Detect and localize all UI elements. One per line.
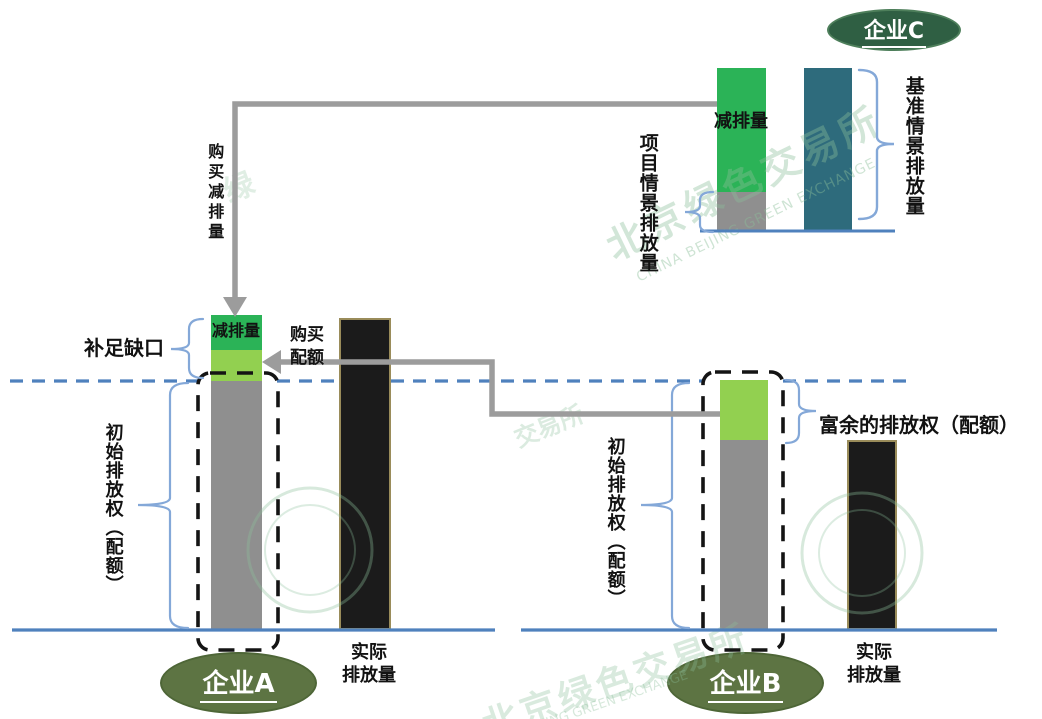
- bar-c-baseline-scenario: [804, 68, 852, 231]
- watermark-text-cn-char: 绿: [219, 166, 261, 210]
- brace-gap-a: [170, 317, 205, 380]
- label-b-actual-emissions: 实际 排放量: [847, 642, 901, 686]
- bar-c-reduction-segment: [717, 68, 766, 192]
- brace-initial-allowance-b: [640, 381, 691, 630]
- ellipse-enterprise-b: 企业B: [667, 652, 824, 714]
- label-b-initial-allowance: 初始排放权（配额）: [604, 437, 626, 608]
- watermark-text-en: CHINA BEIJING GREEN EXCHANGE: [478, 668, 690, 719]
- bar-c-project-gray-segment: [717, 192, 766, 231]
- label-buy-allowance: 购买 配额: [290, 325, 324, 368]
- label-a-initial-allowance: 初始排放权（配额）: [102, 423, 124, 594]
- label-a-gap: 补足缺口: [84, 336, 164, 360]
- arrow-left-icon: [262, 350, 281, 374]
- enterprise-b-label: 企业B: [707, 663, 784, 703]
- enterprise-c-label: 企业C: [861, 13, 927, 48]
- bar-b-allowance: [720, 380, 768, 630]
- label-buy-reduction: 购买减排量: [205, 143, 225, 243]
- bar-a-reduction-segment: [211, 315, 262, 350]
- arrow-down-icon: [223, 297, 247, 317]
- watermark-text-cn-short: 交易所: [510, 400, 587, 453]
- bar-a-actual-emissions: [339, 318, 391, 630]
- brace-project-scenario-c: [684, 190, 715, 234]
- bar-b-actual-emissions: [847, 440, 897, 630]
- bar-b-surplus-segment: [720, 380, 768, 440]
- label-c-reduction: 减排量: [714, 111, 768, 132]
- ellipse-enterprise-c: 企业C: [827, 9, 961, 51]
- enterprise-a-label: 企业A: [200, 663, 277, 703]
- label-c-baseline-scenario: 基准情景排放量: [902, 76, 925, 216]
- brace-initial-allowance-a: [137, 381, 190, 630]
- bar-a-allowance: [211, 315, 262, 630]
- label-b-surplus-allowance: 富余的排放权（配额）: [819, 413, 1019, 437]
- bar-c-project-scenario: [717, 68, 766, 231]
- bar-a-bought-allowance-segment: [211, 350, 262, 381]
- brace-baseline-scenario-c: [857, 68, 895, 221]
- brace-surplus-allowance-b: [784, 378, 817, 445]
- ellipse-enterprise-a: 企业A: [160, 652, 317, 714]
- bar-a-initial-allowance-segment: [211, 381, 262, 630]
- bar-b-initial-allowance-segment: [720, 440, 768, 630]
- label-c-project-scenario: 项目情景排放量: [636, 133, 659, 273]
- label-a-actual-emissions: 实际 排放量: [342, 642, 396, 686]
- label-a-reduction: 减排量: [211, 321, 260, 340]
